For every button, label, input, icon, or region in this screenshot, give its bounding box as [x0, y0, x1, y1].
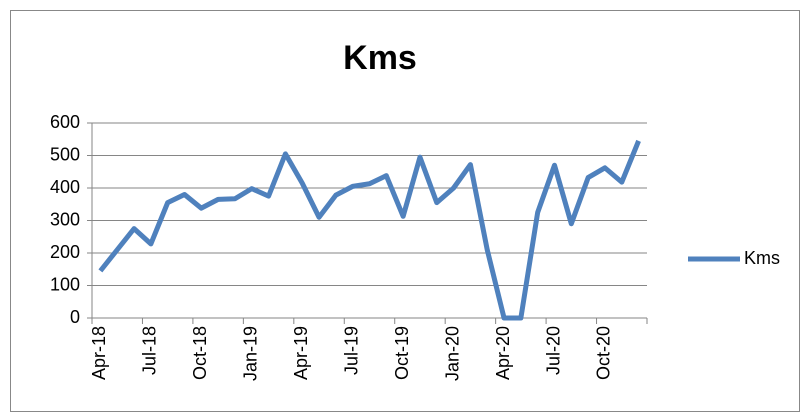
x-tick-label: Jan-20 [442, 326, 462, 381]
y-tick-label: 400 [50, 177, 80, 197]
x-tick-label: Apr-20 [493, 326, 513, 380]
x-tick-label: Oct-19 [392, 326, 412, 380]
x-tick-label: Apr-19 [291, 326, 311, 380]
y-tick-label: 500 [50, 144, 80, 164]
x-tick-label: Jul-20 [543, 326, 563, 375]
x-tick-label: Jul-18 [140, 326, 160, 375]
x-tick-label: Apr-18 [89, 326, 109, 380]
x-tick-label: Jul-19 [341, 326, 361, 375]
y-tick-label: 300 [50, 209, 80, 229]
chart-title: Kms [343, 39, 417, 77]
y-tick-label: 100 [50, 274, 80, 294]
x-tick-label: Oct-20 [594, 326, 614, 380]
y-tick-label: 600 [50, 112, 80, 132]
legend-label: Kms [744, 248, 780, 268]
x-tick-label: Oct-18 [190, 326, 210, 380]
y-tick-label: 0 [70, 307, 80, 327]
line-series [98, 139, 641, 321]
y-tick-label: 200 [50, 242, 80, 262]
x-tick-label: Jan-19 [241, 326, 261, 381]
